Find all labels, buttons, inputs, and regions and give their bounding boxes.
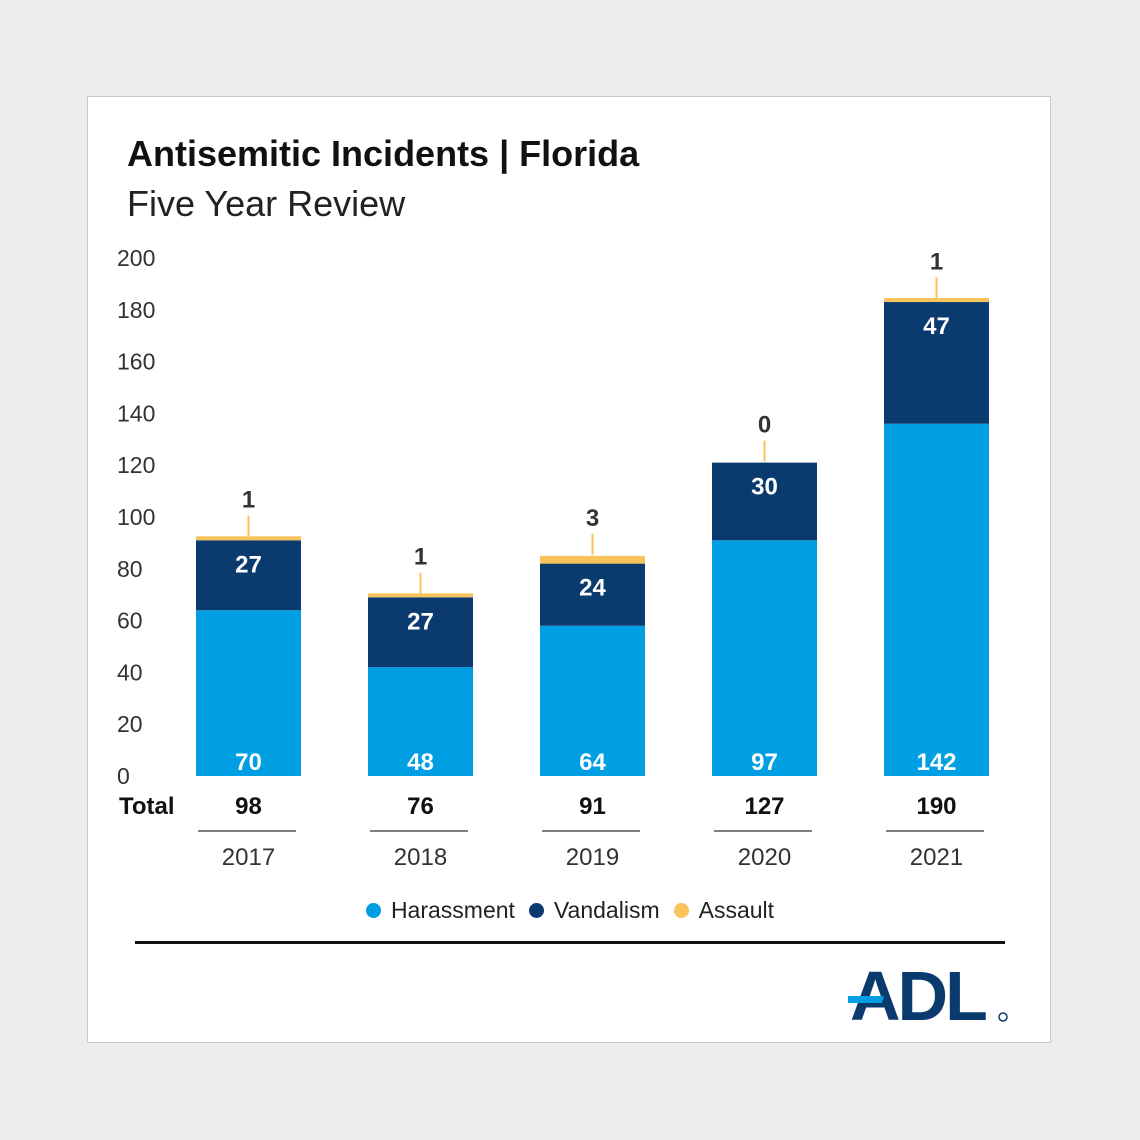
data-label-assault: 3 — [586, 505, 599, 532]
bar-vandalism-2017 — [196, 540, 301, 611]
y-tick-label: 60 — [117, 608, 143, 634]
data-label-vandalism: 30 — [751, 474, 778, 501]
legend-item-assault: Assault — [673, 897, 775, 924]
data-label-harassment: 48 — [407, 749, 434, 776]
y-tick-label: 40 — [117, 659, 143, 685]
y-tick-label: 200 — [117, 245, 155, 271]
data-label-assault: 0 — [758, 412, 771, 439]
legend-swatch-vandalism — [528, 903, 544, 918]
bar-harassment-2017 — [196, 610, 301, 776]
total-value: 91 — [579, 793, 606, 820]
data-label-vandalism: 27 — [235, 551, 262, 578]
y-tick-label: 100 — [117, 504, 155, 530]
bar-vandalism-2018 — [368, 597, 473, 668]
legend-swatch-assault — [673, 903, 689, 918]
y-tick-label: 120 — [117, 452, 155, 478]
x-tick-label: 2019 — [566, 844, 619, 871]
bar-assault-2018 — [368, 593, 473, 598]
y-tick-label: 0 — [117, 763, 130, 789]
total-value: 76 — [407, 793, 434, 820]
bar-harassment-2019 — [540, 625, 645, 776]
chart-subtitle: Five Year Review — [127, 183, 406, 224]
data-label-harassment: 142 — [916, 749, 956, 776]
data-label-assault: 1 — [414, 544, 427, 571]
total-value: 98 — [235, 793, 262, 820]
data-label-vandalism: 27 — [407, 608, 434, 635]
bar-harassment-2018 — [368, 667, 473, 776]
legend-swatch-harassment — [365, 903, 381, 918]
data-label-assault: 1 — [930, 248, 943, 275]
chart-legend: Harassment Vandalism Assault — [0, 897, 1140, 924]
legend-item-vandalism: Vandalism — [528, 897, 660, 924]
y-tick-label: 80 — [117, 556, 143, 582]
x-tick-label: 2018 — [394, 844, 447, 871]
bar-assault-2017 — [196, 536, 301, 541]
bar-harassment-2021 — [884, 423, 989, 776]
adl-logo: ADL — [848, 958, 1008, 1030]
y-tick-label: 20 — [117, 711, 143, 737]
bar-vandalism-2019 — [540, 563, 645, 626]
x-tick-label: 2020 — [738, 844, 791, 871]
svg-text:ADL: ADL — [850, 958, 986, 1030]
bar-assault-2021 — [884, 298, 989, 303]
data-label-vandalism: 47 — [923, 313, 950, 340]
legend-label-harassment: Harassment — [390, 897, 515, 923]
x-tick-label: 2017 — [222, 844, 275, 871]
total-value: 190 — [916, 793, 956, 820]
bar-vandalism-2020 — [712, 462, 817, 541]
y-tick-label: 140 — [117, 400, 155, 426]
bar-harassment-2020 — [712, 540, 817, 776]
footer-divider — [135, 941, 1005, 944]
legend-item-harassment: Harassment — [365, 897, 515, 924]
legend-label-vandalism: Vandalism — [553, 897, 660, 923]
y-tick-label: 160 — [117, 349, 155, 375]
chart-title: Antisemitic Incidents | Florida — [127, 133, 640, 174]
legend-label-assault: Assault — [698, 897, 775, 923]
y-tick-label: 180 — [117, 297, 155, 323]
bar-assault-2019 — [540, 555, 645, 564]
totals-row-label: Total — [119, 793, 175, 820]
data-label-harassment: 64 — [579, 749, 606, 776]
data-label-harassment: 70 — [235, 749, 262, 776]
data-label-harassment: 97 — [751, 749, 778, 776]
total-value: 127 — [744, 793, 784, 820]
data-label-vandalism: 24 — [579, 575, 606, 602]
data-label-assault: 1 — [242, 487, 255, 514]
bar-vandalism-2021 — [884, 302, 989, 424]
x-tick-label: 2021 — [910, 844, 963, 871]
